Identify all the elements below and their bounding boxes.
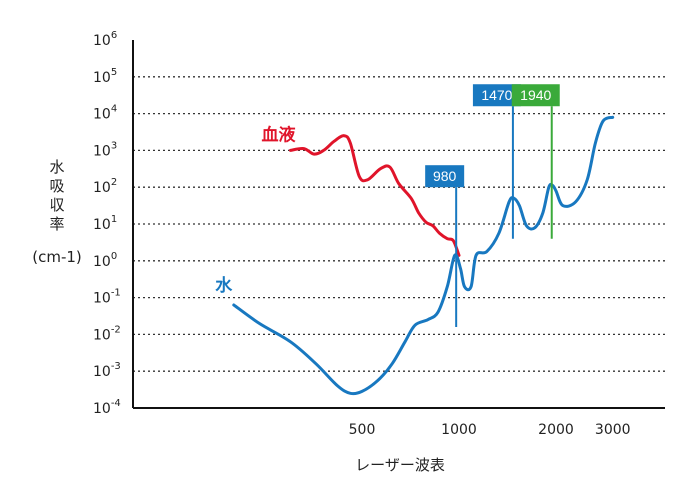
y-tick-label: 10-3 xyxy=(93,361,121,380)
y-axis-label-char: 吸 xyxy=(49,177,64,195)
y-tick-label: 10-1 xyxy=(93,288,121,307)
y-tick-label: 10-4 xyxy=(93,398,121,417)
series-lines: 血液水 xyxy=(215,115,615,396)
y-tick-labels: 106 105 104 103 102 101 100 10-1 10-2 10-3 10-4 xyxy=(93,30,121,417)
y-tick-label: 101 xyxy=(93,214,117,233)
callout-label: 980 xyxy=(433,168,457,184)
y-tick-label: 104 xyxy=(93,104,117,123)
y-tick-label: 100 xyxy=(93,251,117,270)
callout-label: 1940 xyxy=(520,87,551,103)
y-axis-unit: (cm-1) xyxy=(32,248,82,266)
y-tick-label: 103 xyxy=(93,140,117,159)
y-tick-label: 105 xyxy=(93,67,117,86)
callout-box xyxy=(425,165,465,188)
x-tick-label: 500 xyxy=(349,422,376,438)
x-tick-label: 1000 xyxy=(441,422,477,438)
callout-box xyxy=(511,84,560,107)
grid-lines xyxy=(133,76,665,372)
y-axis-label-char: 収 xyxy=(49,196,64,214)
x-tick-labels: 500 1000 2000 3000 xyxy=(349,422,631,438)
axes xyxy=(132,40,665,409)
wavelength-callouts: 980 1470 1940 xyxy=(425,84,560,328)
x-tick-label: 2000 xyxy=(538,422,574,438)
callout-box xyxy=(472,84,521,107)
y-axis-label-char: 率 xyxy=(49,215,64,233)
y-axis-label-char: 水 xyxy=(49,158,64,176)
series-label: 水 xyxy=(215,275,233,296)
y-tick-label: 106 xyxy=(93,30,117,49)
series-label: 血液 xyxy=(262,124,296,145)
y-tick-label: 10-2 xyxy=(93,324,121,343)
x-tick-label: 3000 xyxy=(595,422,631,438)
series-line-1 xyxy=(232,115,615,396)
callout-label: 1470 xyxy=(481,87,512,103)
x-axis-label: レーザー波表 xyxy=(355,456,445,474)
y-tick-label: 102 xyxy=(93,177,117,196)
series-line-0 xyxy=(289,134,461,257)
